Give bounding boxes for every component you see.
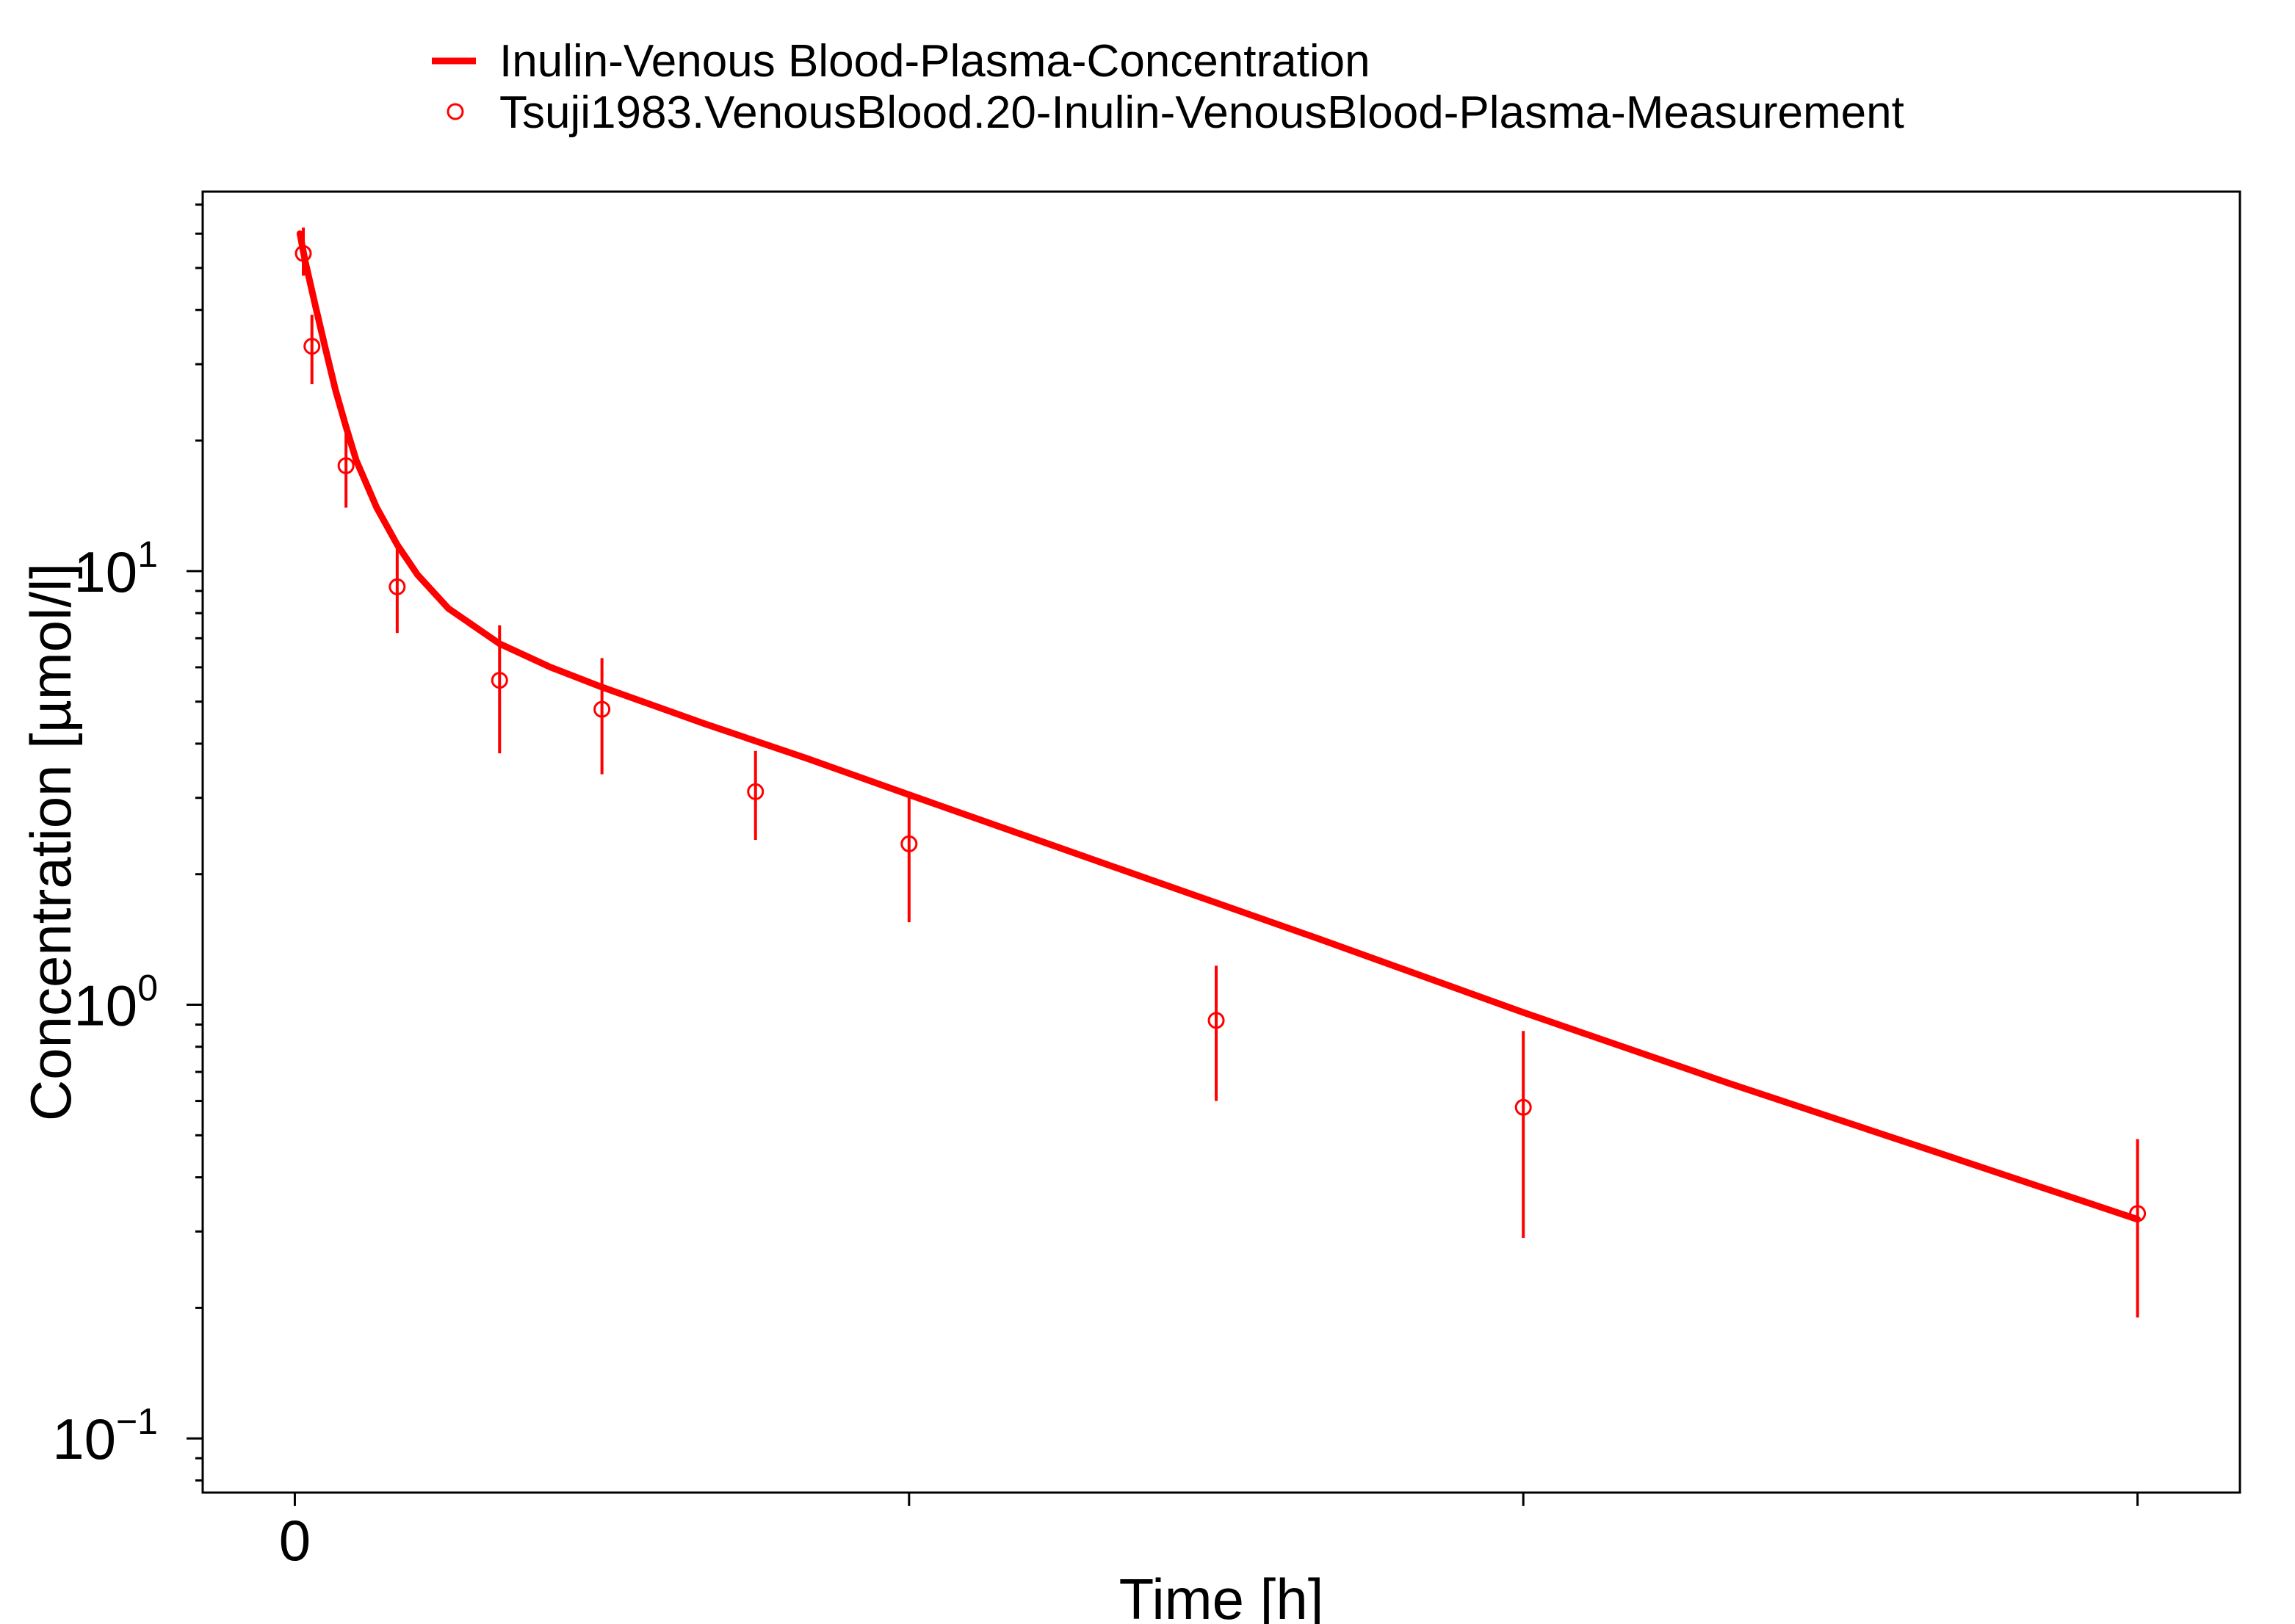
data-point xyxy=(2129,1205,2147,1222)
y-tick-label: 100 xyxy=(73,968,158,1038)
plot-series xyxy=(294,227,2147,1318)
data-point xyxy=(747,783,765,800)
y-minor-ticks xyxy=(195,203,203,1482)
legend-label-measurement: Tsuji1983.VenousBlood.20-Inulin-VenousBl… xyxy=(499,87,1904,138)
y-axis-title: Concentration [µmol/l] xyxy=(18,563,83,1121)
y-axis-ticks: 10−1 100 101 xyxy=(52,534,203,1471)
legend: Inulin-Venous Blood-Plasma-Concentration… xyxy=(432,36,1904,138)
data-point xyxy=(1207,1012,1225,1029)
x-axis-ticks: 0 xyxy=(279,1493,2139,1573)
x-axis-title: Time [h] xyxy=(1119,1567,1324,1624)
data-point xyxy=(1514,1098,1532,1116)
data-point xyxy=(388,578,406,595)
data-point xyxy=(303,338,321,355)
y-tick-label: 10−1 xyxy=(52,1401,158,1471)
legend-label-simulation: Inulin-Venous Blood-Plasma-Concentration xyxy=(499,36,1370,87)
data-point xyxy=(294,244,312,262)
data-point xyxy=(337,457,355,474)
y-tick-label: 101 xyxy=(73,534,158,604)
legend-marker-swatch xyxy=(447,103,464,120)
data-point xyxy=(900,835,918,852)
x-tick-label: 0 xyxy=(279,1508,311,1573)
data-point xyxy=(593,700,611,718)
data-point xyxy=(491,672,508,689)
simulation-line xyxy=(296,230,2142,1223)
plot-frame xyxy=(201,190,2241,1494)
